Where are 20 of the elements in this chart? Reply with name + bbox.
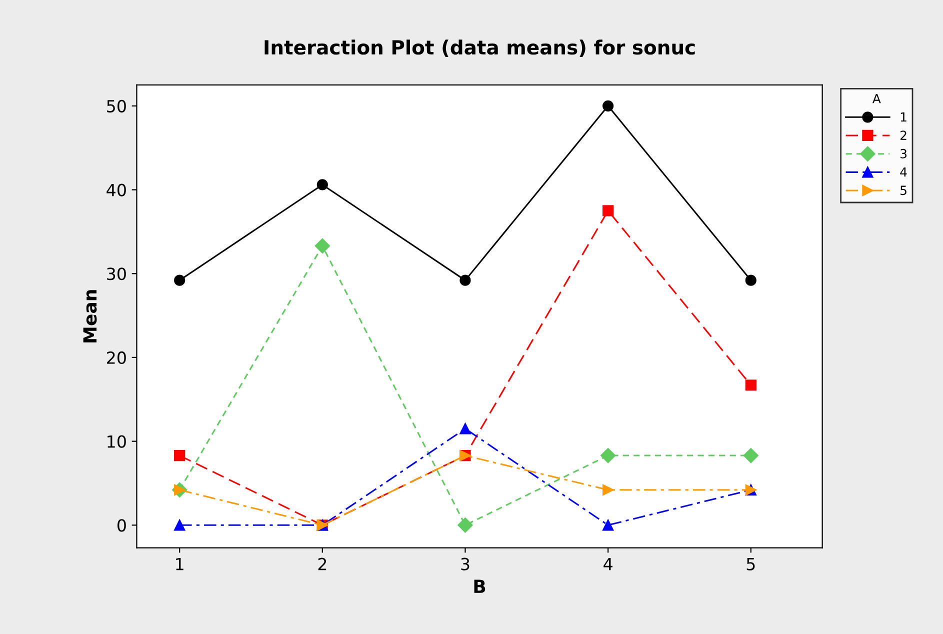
x-tick-label: 3 — [461, 558, 470, 570]
x-tick-label: 2 — [318, 558, 326, 570]
y-tick-label: 10 — [108, 435, 126, 448]
y-tick-label: 20 — [107, 351, 126, 364]
legend-label: 4 — [900, 167, 907, 177]
x-tick-label: 5 — [746, 558, 755, 570]
x-axis-title: B — [474, 580, 486, 593]
chart-title: Interaction Plot (data means) for sonuc — [264, 40, 695, 57]
legend-label: 1 — [900, 112, 906, 122]
x-tick-label: 1 — [176, 558, 184, 570]
y-tick-label: 0 — [118, 519, 126, 532]
y-axis-title: Mean — [83, 290, 97, 342]
legend-label: 2 — [900, 130, 906, 140]
legend-label: 5 — [900, 186, 906, 196]
y-tick-label: 50 — [107, 100, 126, 112]
y-tick-label: 40 — [106, 184, 126, 196]
x-tick-label: 4 — [604, 558, 612, 570]
legend-title: A — [872, 94, 881, 104]
y-tick-label: 30 — [107, 268, 126, 280]
legend-label: 3 — [900, 148, 907, 158]
